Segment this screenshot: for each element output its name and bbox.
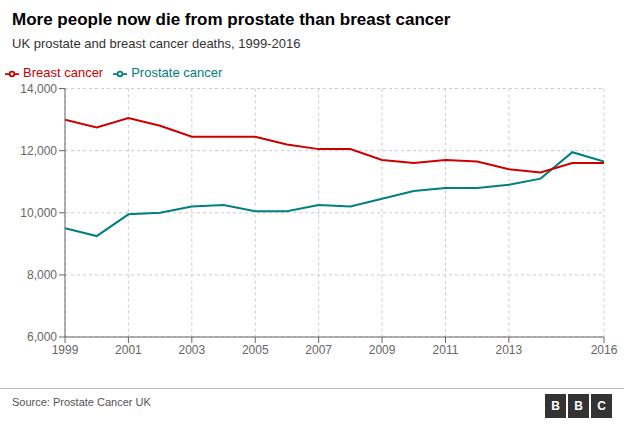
svg-text:2009: 2009 [369,343,396,357]
svg-text:6,000: 6,000 [27,330,57,344]
svg-text:1999: 1999 [52,343,79,357]
html-text:C: C [597,399,606,413]
svg-text:8,000: 8,000 [27,268,57,282]
html-text:UK prostate and breast cancer: UK prostate and breast cancer deaths, 19… [12,36,301,51]
svg-text:12,000: 12,000 [20,144,57,158]
svg-text:2003: 2003 [178,343,205,357]
html-text:More people now die from prost: More people now die from prostate than b… [12,10,451,29]
svg-text:2005: 2005 [242,343,269,357]
html-text:B: B [551,399,560,413]
svg-text:2001: 2001 [115,343,142,357]
html-text:Breast cancer: Breast cancer [23,65,104,80]
svg-text:14,000: 14,000 [20,82,57,96]
svg-text:10,000: 10,000 [20,206,57,220]
svg-text:2016: 2016 [591,343,616,357]
svg-text:2011: 2011 [433,343,459,357]
html-text:B: B [574,399,583,413]
html-text:Source: Prostate Cancer UK: Source: Prostate Cancer UK [12,396,151,408]
html-text:Prostate cancer: Prostate cancer [131,65,223,80]
svg-text:2007: 2007 [305,343,332,357]
svg-text:2013: 2013 [496,343,523,357]
